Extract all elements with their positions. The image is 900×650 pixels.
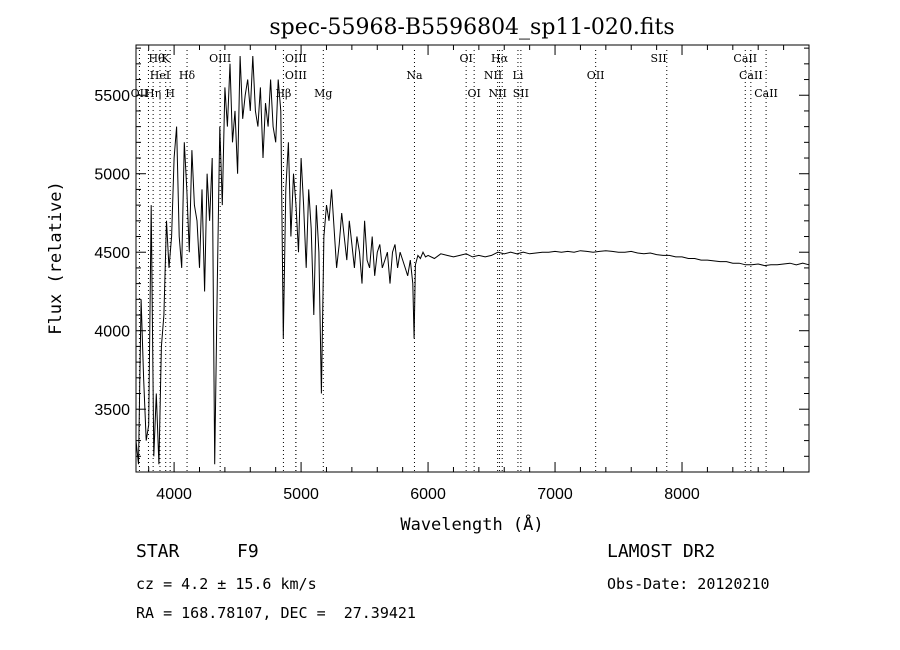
object-subclass: F9 (237, 541, 259, 562)
x-tick-label-0: 4000 (156, 486, 192, 503)
line-label-0: Hθ (148, 52, 165, 65)
line-label-2: OIII (209, 52, 231, 65)
survey-label: LAMOST DR2 (607, 541, 716, 562)
y-axis-label: Flux (relative) (46, 181, 66, 335)
plot-frame (135, 44, 810, 473)
line-label-22: NII (488, 87, 506, 100)
axis-ticks: 4000 5000 6000 7000 8000 3500 4000 4500 5000 5500 (94, 45, 809, 503)
spectrum-line (135, 55, 810, 465)
line-label-23: SII (513, 87, 529, 100)
line-label-1: K (162, 52, 171, 65)
line-label-24: CaII (754, 87, 778, 100)
object-class: STAR (136, 541, 180, 562)
line-label-4: OI (459, 52, 472, 65)
y-tick-label-2: 4500 (94, 245, 130, 262)
y-tick-label-1: 4000 (94, 324, 130, 341)
line-label-6: SII (651, 52, 667, 65)
line-label-16: OII (131, 87, 149, 100)
chart-title: spec-55968-B5596804_sp11-020.fits (269, 15, 674, 40)
line-label-18: H (165, 87, 175, 100)
line-label-12: NII (484, 69, 502, 82)
x-tick-label-4: 8000 (664, 486, 700, 503)
line-label-20: Mg (314, 87, 332, 100)
x-axis-label: Wavelength (Å) (400, 513, 543, 535)
obs-date: Obs-Date: 20120210 (607, 575, 770, 593)
line-label-15: CaII (739, 69, 763, 82)
line-label-11: Na (406, 69, 423, 82)
redshift-text: cz = 4.2 ± 15.6 km/s (136, 575, 317, 593)
line-label-14: OII (587, 69, 605, 82)
line-label-8: HeI (150, 69, 170, 82)
y-tick-label-0: 3500 (94, 402, 130, 419)
x-tick-label-3: 7000 (537, 486, 573, 503)
x-tick-label-1: 5000 (283, 486, 319, 503)
line-label-5: Hα (491, 52, 509, 65)
line-label-9: Hδ (179, 69, 196, 82)
line-label-17: Hη (145, 87, 161, 100)
line-label-21: OI (467, 87, 480, 100)
coordinates: RA = 168.78107, DEC = 27.39421 (136, 604, 416, 622)
x-tick-label-2: 6000 (410, 486, 446, 503)
line-label-10: OIII (285, 69, 307, 82)
y-tick-label-3: 5000 (94, 167, 130, 184)
y-tick-label-4: 5500 (94, 88, 130, 105)
line-label-13: Li (513, 69, 524, 82)
line-label-7: CaII (733, 52, 757, 65)
